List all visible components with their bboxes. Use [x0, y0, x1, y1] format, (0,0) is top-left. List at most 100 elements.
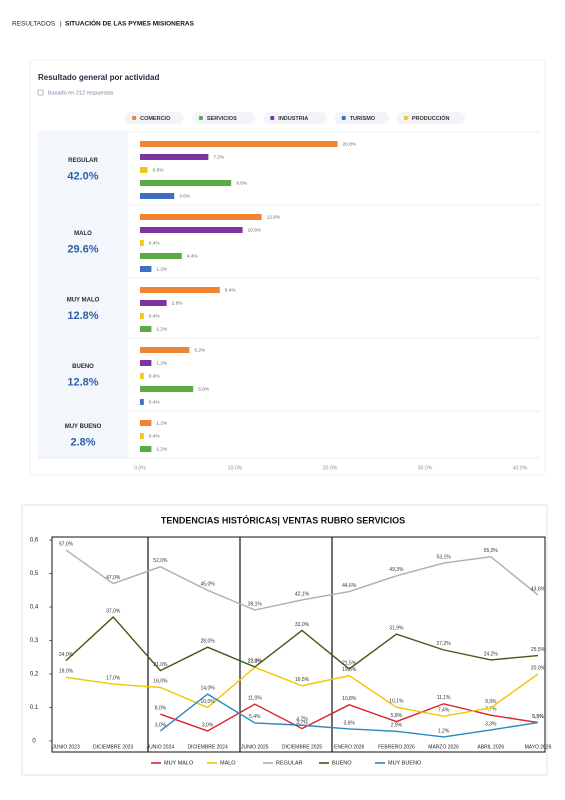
bar	[140, 347, 190, 353]
point-label: 57,0%	[59, 541, 74, 547]
legend-label: SERVICIOS	[207, 116, 237, 122]
x-tick-label: 20.0%	[323, 465, 338, 471]
legend-label: MUY MALO	[164, 760, 194, 766]
card	[21, 504, 548, 776]
x-tick-label: DICIEMBRE 2024	[187, 744, 228, 750]
x-tick-label: MARZO 2026	[428, 744, 459, 750]
point-label: 5,4%	[249, 714, 261, 720]
bar-label: 5.2%	[194, 347, 206, 353]
point-label: 10,1%	[389, 698, 404, 704]
point-label: 14,0%	[201, 685, 216, 691]
plot-frame	[51, 536, 546, 753]
point-label: 21,5%	[342, 660, 357, 666]
bar-label: 8.4%	[225, 287, 237, 293]
point-label: 53,1%	[437, 554, 452, 560]
group-label: MUY MALO	[67, 298, 100, 304]
row-header	[38, 132, 128, 205]
bar	[140, 420, 152, 426]
legend-swatch	[270, 116, 275, 120]
group-value: 29.6%	[67, 243, 98, 255]
legend-label: MUY BUENO	[388, 760, 422, 766]
y-tick-label: 0	[32, 739, 36, 745]
row-header	[38, 411, 128, 458]
group-value: 12.8%	[67, 310, 98, 322]
bar-label: 0.4%	[149, 373, 161, 379]
bar-label: 5.6%	[198, 386, 210, 392]
bar-label: 1.2%	[156, 446, 168, 452]
bar	[140, 227, 243, 233]
x-tick-label: MAYO 2026	[525, 744, 552, 750]
bar-label: 9.6%	[236, 180, 248, 186]
x-tick-label: JUNIO 2023	[52, 744, 80, 750]
bar	[140, 326, 152, 332]
y-tick-label: 0,2	[30, 672, 39, 678]
bar	[140, 373, 144, 379]
point-label: 10,8%	[342, 696, 357, 702]
x-tick-label: JUNIO 2024	[147, 744, 175, 750]
y-tick-label: 0,3	[30, 638, 39, 644]
legend-label: INDUSTRIA	[278, 116, 308, 122]
point-label: 55,0%	[484, 548, 499, 554]
bar-label: 1.2%	[156, 360, 168, 366]
point-label: 21,0%	[153, 662, 168, 668]
x-tick-label: ENERO 2026	[334, 744, 365, 750]
legend-label: PRODUCCIÓN	[412, 114, 450, 122]
point-label: 27,2%	[437, 641, 452, 647]
point-label: 7,7%	[485, 707, 497, 713]
bar	[140, 141, 338, 147]
point-label: 3,7%	[296, 720, 308, 726]
point-label: 2,9%	[391, 723, 403, 729]
point-label: 25,5%	[531, 647, 546, 653]
group-label: MUY BUENO	[65, 424, 102, 430]
point-label: 19,5%	[342, 667, 357, 673]
point-label: 5,5%	[532, 714, 544, 720]
x-tick-label: 30.0%	[418, 465, 433, 471]
point-label: 39,1%	[248, 601, 263, 607]
legend-label: REGULAR	[276, 760, 303, 766]
point-label: 7,4%	[438, 708, 450, 714]
bar-label: 0.4%	[149, 433, 161, 439]
bar-label: 0.4%	[149, 399, 161, 405]
bar	[140, 240, 144, 246]
x-tick-label: DICIEMBRE 2025	[282, 744, 323, 750]
group-label: BUENO	[72, 364, 94, 370]
legend-pill	[191, 112, 256, 124]
series-line	[160, 703, 539, 732]
bar-label: 1.2%	[156, 266, 168, 272]
x-tick-label: 10.0%	[228, 465, 243, 471]
bar-label: 12.8%	[267, 214, 281, 220]
legend-swatch	[403, 116, 408, 120]
page-title: SITUACIÓN DE LAS PYMES MISIONERAS	[65, 19, 195, 28]
point-label: 44,6%	[342, 583, 357, 589]
chart-subtitle: Basado en 212 respuestas	[48, 90, 114, 96]
group-value: 2.8%	[70, 436, 95, 448]
point-label: 11,0%	[248, 695, 262, 701]
bar	[140, 386, 194, 392]
point-label: 33,0%	[295, 622, 310, 628]
bar	[140, 446, 152, 452]
group-value: 12.8%	[67, 376, 98, 388]
point-label: 31,9%	[389, 625, 404, 631]
y-tick-label: 0,6	[30, 538, 39, 544]
chart-title: Resultado general por actividad	[38, 73, 159, 82]
legend-swatch	[132, 116, 137, 120]
bar-label: 1.2%	[156, 420, 168, 426]
point-label: 5,8%	[391, 713, 403, 719]
group-label: REGULAR	[68, 158, 98, 164]
point-label: 47,0%	[106, 575, 121, 581]
bar-label: 20.8%	[343, 141, 357, 147]
point-label: 28,0%	[201, 639, 216, 645]
y-tick-label: 0,1	[30, 705, 39, 711]
x-tick-label: JUNIO 2025	[241, 744, 269, 750]
point-label: 8,0%	[155, 706, 167, 712]
point-label: 37,0%	[106, 608, 121, 614]
point-label: 45,0%	[201, 582, 216, 588]
bar-label: 3.6%	[179, 193, 191, 199]
point-label: 20,0%	[531, 665, 546, 671]
point-label: 24,2%	[484, 651, 499, 657]
bar	[140, 154, 209, 160]
legend-pill	[125, 112, 184, 124]
row-header	[38, 338, 128, 411]
bar-label: 0.4%	[149, 313, 161, 319]
